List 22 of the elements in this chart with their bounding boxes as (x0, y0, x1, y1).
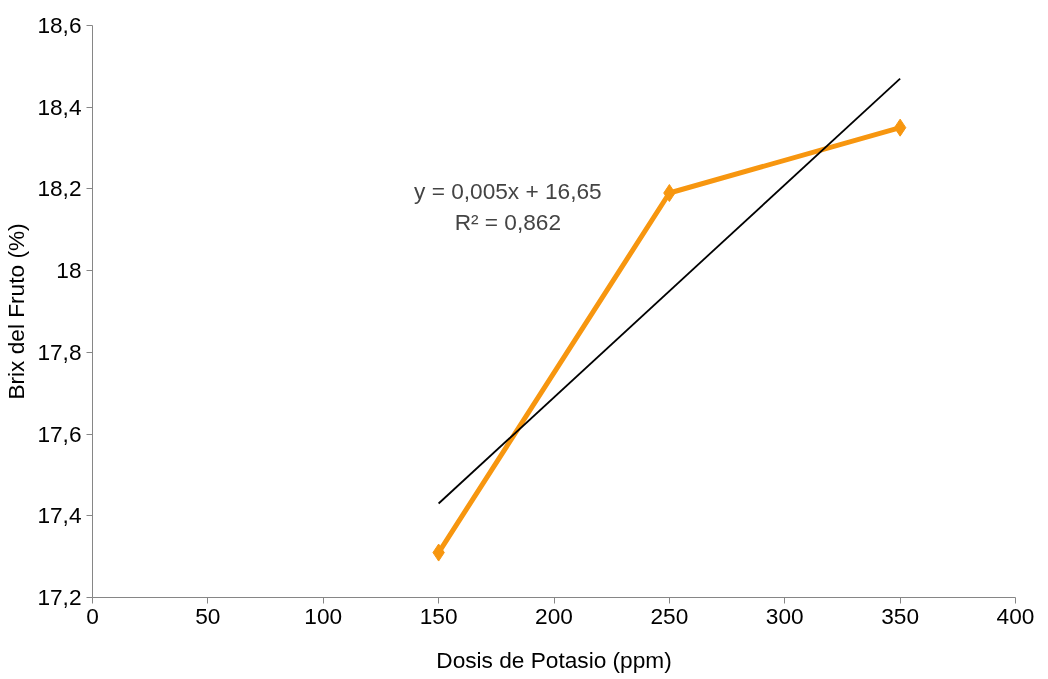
x-tick-label: 0 (86, 602, 99, 629)
x-tick-label: 400 (996, 602, 1035, 629)
y-tick-label: 17,6 (37, 420, 82, 447)
x-tick-label: 300 (765, 602, 804, 629)
x-tick-label: 250 (650, 602, 689, 629)
y-tick-label: 18,6 (37, 12, 82, 38)
x-axis-title: Dosis de Potasio (ppm) (436, 646, 672, 673)
y-tick-label: 18,4 (37, 93, 82, 120)
y-tick-label: 17,4 (37, 502, 82, 529)
y-axis-title: Brix del Fruto (%) (3, 223, 30, 400)
y-tick-label: 18,2 (37, 175, 82, 202)
x-tick-label: 350 (881, 602, 920, 629)
point (893, 118, 907, 137)
annotation: y = 0,005x + 16,65 (414, 177, 602, 204)
x-tick-label: 100 (304, 602, 343, 629)
annotation: R² = 0,862 (454, 208, 562, 235)
x-tick-label: 50 (195, 602, 221, 629)
x-tick-label: 200 (535, 602, 573, 629)
x-tick-label: 150 (419, 602, 458, 629)
y-tick-label: 17,2 (37, 584, 82, 610)
y-tick-label: 17,8 (37, 338, 82, 365)
y-tick-label: 18 (56, 257, 82, 284)
